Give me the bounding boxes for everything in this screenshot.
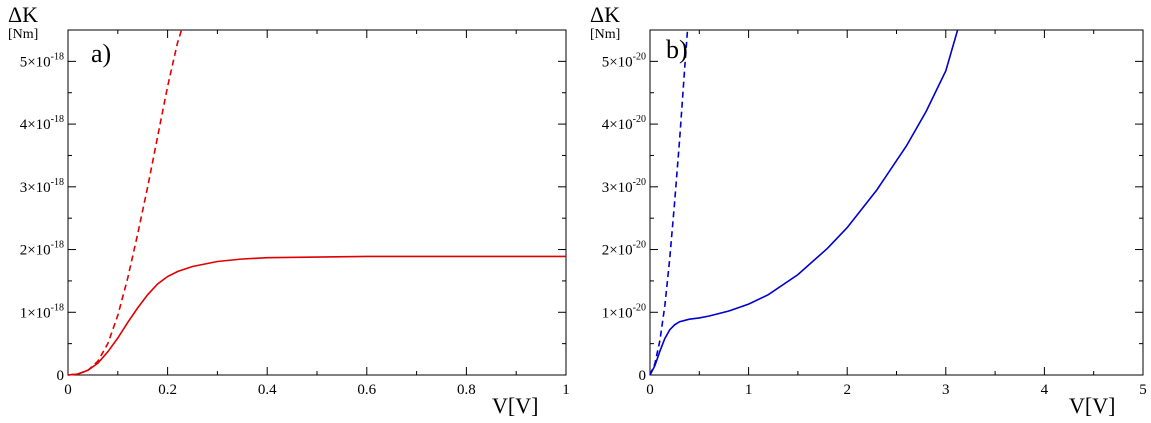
x-axis-label: V[V] [492, 393, 538, 418]
solid-series-line [649, 29, 959, 376]
x-tick-label: 5 [1139, 382, 1147, 398]
panel-label: a) [91, 39, 111, 68]
panel-label: b) [666, 35, 688, 64]
ticks: 0 0.2 0.4 0.6 0.8 1 0 1×10-18 2×10-18 3×10-18 4×10… [20, 30, 570, 398]
y-axis-unit: [Nm] [8, 27, 38, 42]
y-axis-unit: [Nm] [590, 27, 620, 42]
y-axis-label: ΔK [590, 2, 620, 27]
y-tick-label: 3×10-20 [602, 177, 646, 196]
panel-a: 0 0.2 0.4 0.6 0.8 1 0 1×10-18 2×10-18 3×10-18 4×10… [8, 2, 570, 418]
x-tick-label: 0 [646, 382, 654, 398]
panel-b: 0 1 2 3 4 5 0 1×10-20 2×10-20 3×10-20 4×10-20 5×10-… [590, 2, 1147, 418]
y-tick-label: 0 [639, 368, 647, 384]
x-tick-label: 1 [562, 382, 570, 398]
y-tick-label: 3×10-18 [20, 177, 64, 196]
x-tick-label: 0.4 [258, 382, 277, 398]
y-tick-label: 5×10-20 [602, 51, 646, 70]
x-tick-label: 4 [1041, 382, 1049, 398]
x-tick-label: 3 [942, 382, 950, 398]
ticks: 0 1 2 3 4 5 0 1×10-20 2×10-20 3×10-20 4×10-20 5×10-… [602, 30, 1147, 398]
solid-series-line [67, 255, 566, 376]
y-tick-label: 2×10-20 [602, 240, 646, 259]
plot-frame [67, 29, 567, 376]
y-axis-label: ΔK [8, 2, 38, 27]
dashed-series-line [67, 29, 183, 376]
y-tick-label: 2×10-18 [20, 240, 64, 259]
plot-frame [649, 29, 1144, 376]
x-tick-label: 0.8 [457, 382, 476, 398]
series-group [649, 29, 959, 376]
dashed-series-line [649, 29, 689, 376]
x-tick-label: 0.6 [357, 382, 376, 398]
y-tick-label: 4×10-20 [602, 114, 646, 133]
x-tick-label: 2 [843, 382, 851, 398]
x-tick-label: 0 [64, 382, 72, 398]
y-tick-label: 4×10-18 [20, 114, 64, 133]
y-tick-label: 0 [57, 368, 65, 384]
x-tick-label: 0.2 [158, 382, 177, 398]
y-tick-label: 1×10-18 [20, 302, 64, 321]
y-tick-label: 5×10-18 [20, 51, 64, 70]
y-tick-label: 1×10-20 [602, 302, 646, 321]
x-axis-label: V[V] [1069, 393, 1115, 418]
series-group [67, 29, 566, 376]
x-tick-label: 1 [745, 382, 753, 398]
